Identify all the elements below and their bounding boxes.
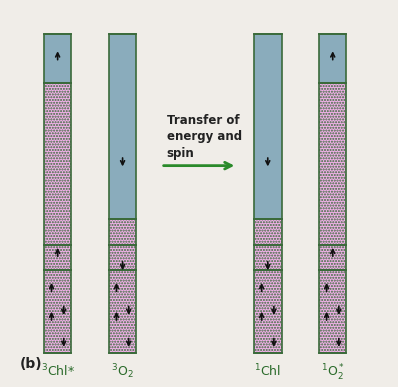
Bar	[109, 34, 137, 219]
Bar	[109, 219, 137, 245]
Text: Transfer of
energy and
spin: Transfer of energy and spin	[166, 114, 242, 159]
Bar	[319, 270, 347, 353]
Bar	[319, 83, 347, 245]
Text: $^1$Chl: $^1$Chl	[254, 363, 281, 379]
Bar	[44, 270, 71, 353]
Bar	[44, 83, 71, 245]
Bar	[44, 245, 71, 270]
Bar	[109, 245, 137, 270]
Bar	[254, 34, 281, 219]
Bar	[254, 245, 281, 270]
Text: $^1$O$_2^*$: $^1$O$_2^*$	[321, 363, 345, 383]
Bar	[319, 245, 347, 270]
Bar	[319, 34, 347, 83]
Bar	[44, 34, 71, 83]
Bar	[254, 219, 281, 245]
Bar	[109, 270, 137, 353]
Bar	[254, 270, 281, 353]
Text: $^3$O$_2$: $^3$O$_2$	[111, 363, 134, 381]
Text: (b): (b)	[20, 358, 42, 372]
Text: $^3$Chl*: $^3$Chl*	[41, 363, 75, 379]
